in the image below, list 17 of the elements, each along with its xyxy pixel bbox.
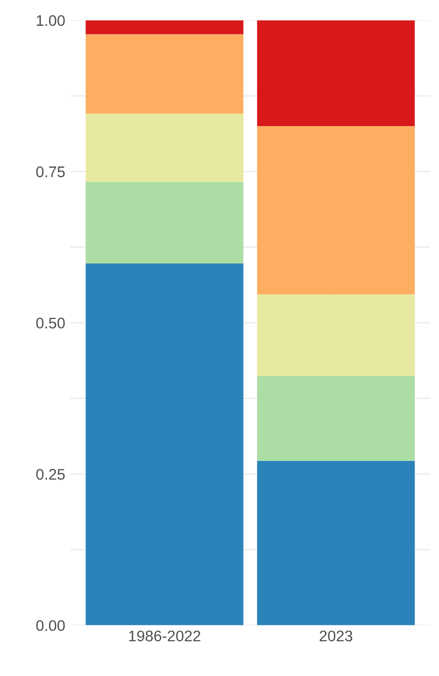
y-tick-label: 0.75: [36, 166, 65, 178]
bar: [86, 20, 244, 34]
bar: [86, 264, 244, 626]
y-tick-label: 1.00: [36, 15, 65, 26]
y-tick-label: 0.50: [36, 318, 65, 328]
x-tick-label: 1986-2022: [129, 630, 200, 642]
bar: [257, 376, 415, 461]
bar: [257, 460, 415, 626]
bar: [86, 34, 244, 114]
y-tick-label: 0.25: [36, 468, 65, 480]
bar: [257, 20, 415, 126]
bar: [86, 113, 244, 182]
y-tick-label: 0.00: [36, 620, 65, 631]
x-tick-label: 2023: [320, 630, 352, 642]
bar: [257, 294, 415, 376]
bar: [257, 126, 415, 294]
bar: [86, 182, 244, 264]
